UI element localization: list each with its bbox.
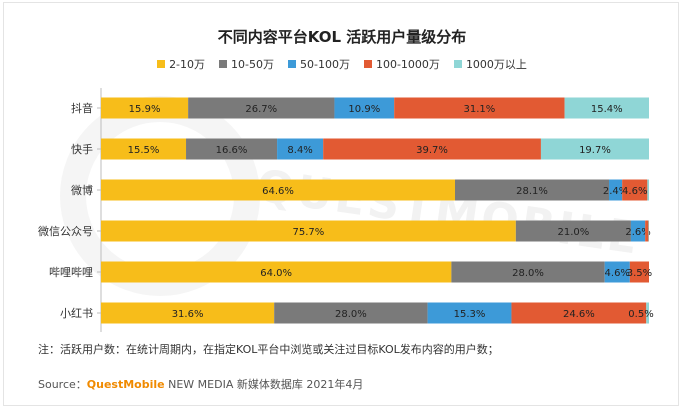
data-label: 8.4% [287, 145, 312, 156]
data-label: 28.0% [512, 268, 544, 279]
legend-label: 2-10万 [169, 58, 206, 71]
bar-segment [101, 302, 275, 324]
data-label: 26.7% [245, 104, 277, 115]
data-label: 16.6% [216, 145, 248, 156]
legend-label: 100-1000万 [375, 58, 440, 71]
legend-swatch [219, 60, 228, 68]
data-label: 4.6% [605, 268, 630, 279]
legend-item: 2-10万 [157, 56, 205, 72]
bar-segment [564, 97, 649, 119]
category-label: 小红书 [60, 307, 93, 320]
data-label: 31.6% [172, 309, 204, 320]
bar-segment [540, 138, 649, 160]
footnote: 注：活跃用户数：在统计周期内，在指定KOL平台中浏览或关注过目标KOL发布内容的… [38, 343, 499, 356]
data-label: 15.3% [454, 309, 486, 320]
legend-item: 100-1000万 [363, 56, 440, 72]
bar-segment [647, 179, 649, 201]
data-label: 39.7% [416, 145, 448, 156]
data-label: 15.5% [128, 145, 160, 156]
source-brand: QuestMobile [86, 378, 165, 391]
bar-segment [188, 97, 335, 119]
legend-swatch [157, 60, 166, 68]
data-label: 64.0% [260, 268, 292, 279]
data-label: 64.6% [262, 186, 294, 197]
category-label: 快手 [71, 142, 93, 156]
bar-segment [648, 220, 649, 242]
bar-segment [101, 138, 187, 160]
bar-segment [515, 220, 631, 242]
bar-segment [622, 179, 648, 201]
data-label: 3.5% [627, 268, 652, 279]
data-label: 2.6% [625, 227, 650, 238]
data-label: 21.0% [557, 227, 589, 238]
bar-segment [451, 261, 605, 283]
bar-segment [630, 220, 646, 242]
legend-swatch [288, 60, 296, 68]
data-label: 0.5% [628, 309, 653, 320]
legend-label: 50-100万 [300, 58, 350, 71]
legend-item: 50-100万 [288, 56, 350, 72]
data-label: 24.6% [563, 309, 595, 320]
bar-segment [427, 302, 512, 324]
legend-label: 1000万以上 [465, 58, 527, 71]
bar-segment [274, 302, 428, 324]
bar-segment [455, 179, 609, 201]
bar-segment [629, 261, 649, 283]
bar-segment [334, 97, 395, 119]
bar-segment [608, 179, 623, 201]
data-label: 2.4% [603, 186, 628, 197]
category-label: 抖音 [71, 101, 93, 115]
bar-segment [101, 261, 452, 283]
source-suffix: NEW MEDIA 新媒体数据库 2021年4月 [164, 378, 364, 391]
legend-swatch [363, 60, 372, 68]
legend-item: 10-50万 [219, 56, 274, 72]
data-label: 10.9% [348, 104, 380, 115]
chart-legend: 2-10万 10-50万 50-100万 100-1000万 1000万以上 [0, 56, 684, 72]
bar-segment [645, 220, 649, 242]
bar-segment [604, 261, 630, 283]
bar-segment [101, 97, 189, 119]
bar-segment [394, 97, 565, 119]
bar-segment [101, 179, 456, 201]
data-label: 4.6% [622, 186, 647, 197]
bar-segment [186, 138, 278, 160]
category-label: 微信公众号 [38, 224, 93, 238]
source-line: Source：QuestMobile NEW MEDIA 新媒体数据库 2021… [38, 376, 363, 392]
bar-segment [101, 220, 516, 242]
data-label: 15.9% [129, 104, 161, 115]
data-label: 31.1% [464, 104, 496, 115]
bar-segment [511, 302, 647, 324]
chart-title: 不同内容平台KOL 活跃用户量级分布 [217, 28, 467, 46]
data-label: 75.7% [293, 227, 325, 238]
category-label: 微博 [71, 183, 93, 197]
legend-swatch [453, 60, 462, 68]
bar-segment [277, 138, 324, 160]
data-label: 28.1% [516, 186, 548, 197]
legend-label: 10-50万 [231, 58, 274, 71]
source-prefix: Source： [38, 378, 87, 391]
data-label: 28.0% [335, 309, 367, 320]
legend-item: 1000万以上 [453, 56, 527, 72]
data-label: 19.7% [579, 145, 611, 156]
data-label: 15.4% [591, 104, 623, 115]
category-label: 哔哩哔哩 [49, 266, 93, 279]
bar-segment [646, 302, 649, 324]
bar-segment [323, 138, 541, 160]
